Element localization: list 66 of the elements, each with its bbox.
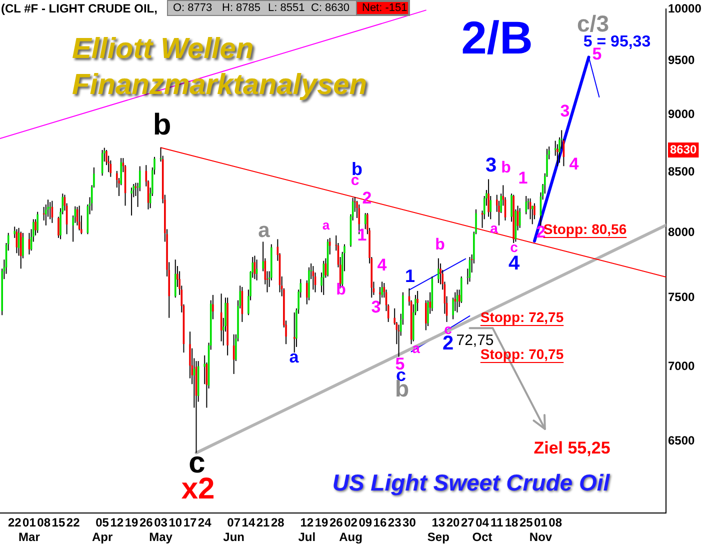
x-tick-label: 26 <box>329 516 344 530</box>
annotation: 4 <box>377 256 388 275</box>
annotation: Stopp: 80,56 <box>543 220 627 237</box>
x-tick-label: 21 <box>256 516 270 530</box>
annotation: 2 <box>442 332 454 355</box>
y-tick-label: 8500 <box>668 164 696 178</box>
annotation: C: 8630 <box>311 2 350 14</box>
x-tick-label: 16 <box>373 516 387 530</box>
y-tick-label: 7500 <box>668 290 696 304</box>
annotation: 4 <box>569 154 580 174</box>
annotation: a <box>289 348 300 367</box>
annotation: Ziel 55,25 <box>534 438 610 458</box>
y-tick-label: 7000 <box>668 359 696 374</box>
x-tick-label: 19 <box>314 516 329 530</box>
annotation: 4 <box>508 252 520 275</box>
x-tick-label: 28 <box>270 516 285 530</box>
annotation: x2 <box>181 472 215 506</box>
y-tick-label: 10000 <box>668 2 702 16</box>
x-tick-label: 17 <box>183 516 197 530</box>
annotation: L: 8551 <box>268 2 305 14</box>
annotation: b <box>435 236 446 254</box>
text: 8630 <box>670 142 698 156</box>
x-tick-label: 18 <box>504 516 518 530</box>
annotation: 3 <box>371 298 381 317</box>
x-tick-label: 15 <box>52 516 66 530</box>
x-tick-label: 08 <box>548 516 562 530</box>
annotation: a <box>258 218 270 242</box>
annotation: 1 <box>404 266 416 286</box>
annotation: b <box>501 159 512 176</box>
y-tick-label: 9500 <box>668 52 696 67</box>
x-tick-label: 26 <box>139 516 154 530</box>
x-tick-label: 27 <box>460 516 475 530</box>
x-tick-label: 22 <box>8 516 22 530</box>
annotation: 3 <box>560 102 570 121</box>
annotation: 1 <box>357 226 367 245</box>
annotation: O: 8773 <box>173 2 212 14</box>
annotation: Stopp: 72,75 <box>480 308 564 325</box>
x-tick-label: 19 <box>124 516 139 530</box>
annotation: a <box>490 220 498 236</box>
x-tick-label: 11 <box>490 516 504 530</box>
x-tick-label: 30 <box>402 516 416 530</box>
annotation: Elliott Wellen <box>72 33 254 65</box>
annotation: Net: -151 <box>362 2 408 14</box>
x-tick-label: 12 <box>110 516 124 530</box>
x-tick-label: 12 Jul <box>298 516 316 544</box>
annotation: b <box>336 281 346 298</box>
chart-title: (CL #F - LIGHT CRUDE OIL, <box>1 1 158 16</box>
text: US Light Sweet Crude Oil <box>332 469 610 496</box>
y-tick-label: 6500 <box>668 433 696 448</box>
x-tick-label: 22 <box>66 516 80 530</box>
annotation: c/3 <box>577 10 609 36</box>
x-tick-label: 23 <box>388 516 402 530</box>
y-tick-label: 9000 <box>668 107 696 122</box>
annotation: H: 8785 <box>222 2 261 14</box>
annotation: 3 <box>485 154 497 177</box>
x-tick-label: 14 <box>242 516 256 530</box>
annotation: a <box>322 218 330 233</box>
annotation: 2/B <box>461 12 533 64</box>
x-tick-label: 24 <box>198 516 212 530</box>
x-tick-label: 09 <box>358 516 372 530</box>
annotation: c <box>510 238 518 255</box>
annotation: 1 <box>518 168 528 188</box>
annotation: b <box>152 108 172 142</box>
x-tick-label: 10 <box>168 516 182 530</box>
y-tick-label: 8000 <box>668 225 696 240</box>
x-tick-label: 25 <box>519 516 534 530</box>
